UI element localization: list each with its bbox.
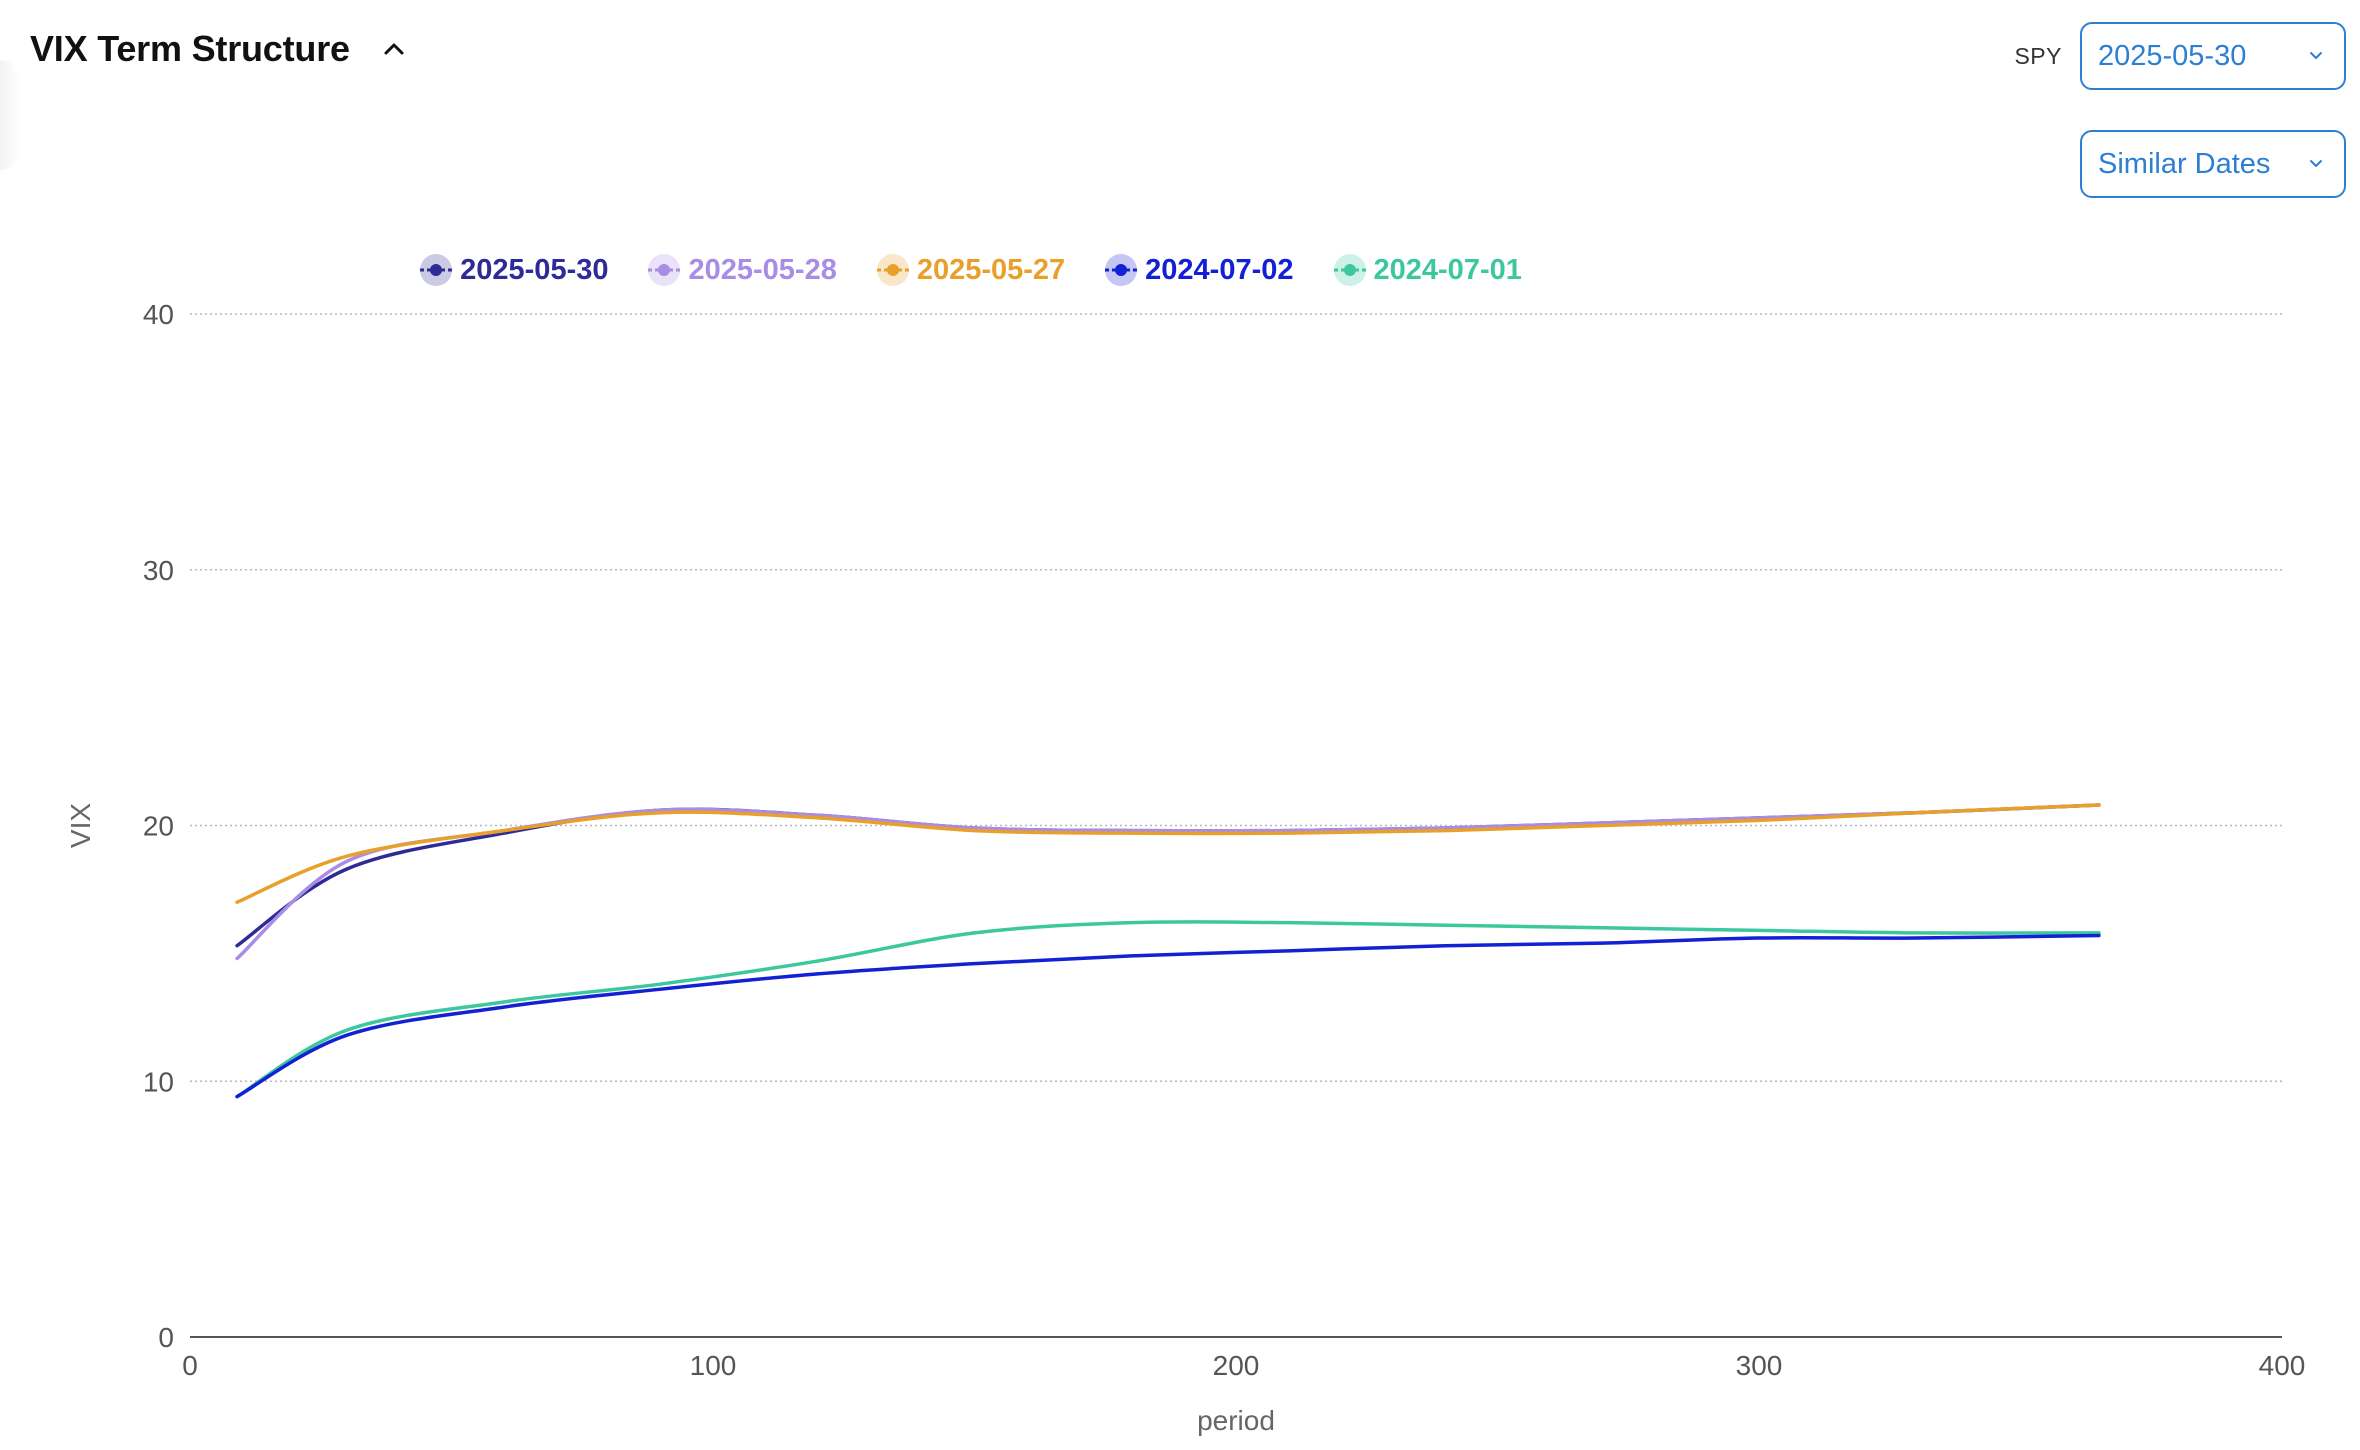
y-tick-label: 40 [143, 299, 174, 330]
chart-controls: SPY 2025-05-30 Similar Dates [2014, 22, 2346, 198]
x-tick-label: 300 [1736, 1350, 1783, 1381]
compare-select[interactable]: Similar Dates [2080, 130, 2346, 198]
panel-header: VIX Term Structure [30, 28, 412, 70]
x-tick-label: 0 [182, 1350, 198, 1381]
ticker-label: SPY [2014, 42, 2062, 69]
legend-label: 2025-05-28 [688, 253, 837, 286]
compare-row: Similar Dates [2080, 130, 2346, 198]
legend-label: 2024-07-01 [1373, 253, 1522, 286]
collapse-button[interactable] [376, 31, 412, 67]
legend-label: 2024-07-02 [1145, 253, 1294, 286]
legend-item-2025-05-28[interactable]: 2025-05-28 [646, 252, 837, 288]
date-select[interactable]: 2025-05-30 [2080, 22, 2346, 90]
y-tick-label: 30 [143, 555, 174, 586]
series-line-2025-05-27 [235, 803, 2101, 904]
chevron-down-icon [2310, 52, 2322, 59]
chevron-down-icon [2310, 160, 2322, 167]
legend-marker-icon [876, 254, 909, 286]
legend-item-2025-05-27[interactable]: 2025-05-27 [875, 252, 1065, 288]
compare-select-value: Similar Dates [2098, 147, 2271, 180]
x-axis-title: period [1197, 1405, 1275, 1436]
ticker-date-row: SPY 2025-05-30 [2014, 22, 2346, 90]
chart-legend: 2025-05-30 2025-05-28 2025-05-27 2024-07-02… [0, 252, 2360, 288]
legend-marker-icon [420, 254, 453, 286]
legend-marker-icon [1105, 254, 1138, 286]
x-tick-label: 100 [690, 1350, 737, 1381]
legend-item-2024-07-02[interactable]: 2024-07-02 [1103, 252, 1294, 288]
y-axis-title: VIX [65, 803, 96, 848]
legend-item-2025-05-30[interactable]: 2025-05-30 [418, 252, 608, 288]
legend-marker-icon [1333, 254, 1366, 286]
legend-label: 2025-05-30 [460, 253, 609, 286]
x-tick-label: 200 [1213, 1350, 1260, 1381]
x-tick-label: 400 [2259, 1350, 2306, 1381]
legend-marker-icon [648, 254, 681, 286]
series-line-2024-07-02 [235, 933, 2101, 1099]
legend-item-2024-07-01[interactable]: 2024-07-01 [1332, 252, 1522, 288]
date-select-value: 2025-05-30 [2098, 39, 2247, 72]
series-line-2024-07-01 [235, 920, 2101, 1099]
y-tick-label: 20 [143, 811, 174, 842]
y-tick-label: 0 [158, 1322, 174, 1353]
page-title: VIX Term Structure [30, 28, 350, 69]
y-tick-label: 10 [143, 1066, 174, 1097]
chevron-up-icon [384, 43, 404, 55]
sidebar-edge [0, 60, 20, 170]
legend-label: 2025-05-27 [916, 253, 1066, 286]
